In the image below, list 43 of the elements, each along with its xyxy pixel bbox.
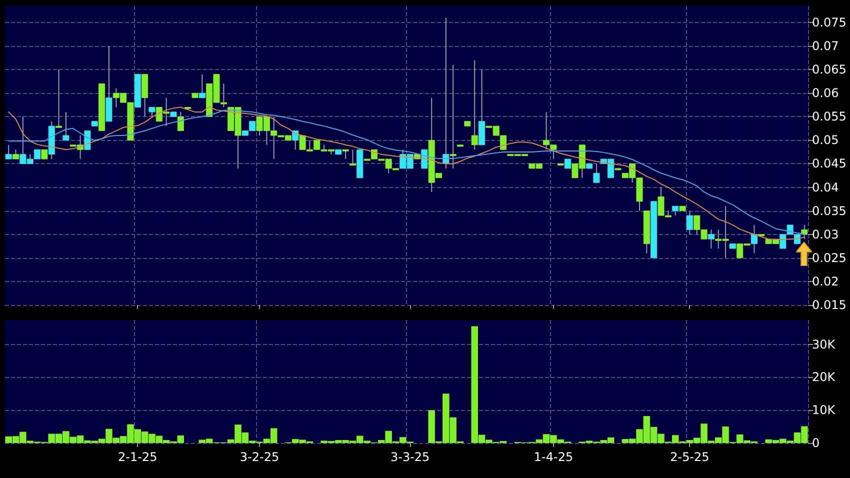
candlestick — [5, 144, 12, 160]
y-tick-label: 0.03 — [812, 227, 839, 242]
candlestick — [177, 111, 184, 132]
candlestick — [142, 74, 148, 118]
y-tick-label: 20K — [812, 370, 836, 384]
x-tick-label: 3-3-25 — [390, 450, 430, 464]
x-tick-label: 1-4-25 — [534, 450, 574, 464]
y-tick-label: 0.02 — [812, 274, 839, 288]
candlestick — [450, 64, 456, 169]
x-tick-label: 3-2-25 — [240, 450, 280, 464]
y-tick-label: 0.035 — [812, 204, 846, 218]
y-tick-label: 0.07 — [812, 39, 839, 54]
y-tick-label: 30K — [812, 337, 836, 352]
y-tick-label: 10K — [812, 403, 836, 418]
candlestick — [349, 149, 356, 166]
y-tick-label: 0.075 — [812, 15, 846, 30]
y-tick-label: 0.04 — [812, 180, 839, 194]
x-tick-label: 2-1-25 — [118, 450, 158, 464]
candlestick — [56, 69, 62, 128]
y-tick-label: 0.025 — [812, 250, 846, 265]
candlestick — [750, 224, 758, 254]
candlestick — [564, 158, 572, 169]
y-tick-label: 0.05 — [812, 133, 839, 148]
candlestick — [593, 163, 600, 184]
candlestick — [148, 106, 156, 118]
candlestick — [198, 74, 206, 98]
y-tick-label: 0.06 — [812, 86, 839, 100]
candlestick — [41, 149, 48, 160]
candlestick — [342, 149, 349, 160]
y-tick-label: 0.015 — [812, 298, 846, 312]
candlestick — [12, 149, 20, 160]
candlestick — [62, 111, 70, 141]
candlestick — [708, 229, 714, 249]
x-tick-label: 2-5-25 — [670, 450, 710, 464]
y-tick-label: 0.065 — [812, 62, 846, 77]
candlestick — [471, 60, 478, 150]
candlestick — [478, 69, 486, 146]
y-tick-label: 0.045 — [812, 156, 846, 171]
candlestick — [686, 210, 693, 235]
y-tick-label: 0 — [812, 436, 820, 450]
candlestick — [672, 206, 679, 216]
candlestick — [106, 46, 112, 122]
y-tick-label: 0.055 — [812, 110, 846, 124]
